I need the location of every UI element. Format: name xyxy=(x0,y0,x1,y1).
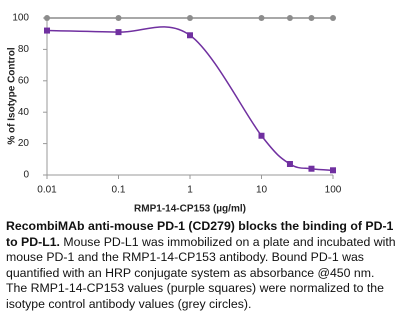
marker xyxy=(258,132,265,139)
caption-bold: RecombiMAb anti-mouse PD-1 (CD279) block… xyxy=(6,219,394,249)
x-tick-label: 0.01 xyxy=(37,185,57,196)
caption: RecombiMAb anti-mouse PD-1 (CD279) block… xyxy=(6,219,398,312)
y-tick-label: 20 xyxy=(18,138,30,149)
y-tick-label: 40 xyxy=(18,107,30,118)
marker xyxy=(258,15,265,21)
marker xyxy=(187,32,193,39)
marker xyxy=(330,167,336,174)
marker xyxy=(308,15,315,21)
x-tick-label: 0.1 xyxy=(112,185,126,196)
chart: RMP1-14-CP153 (µg/ml) % of Isotype Contr… xyxy=(7,13,342,215)
x-tick-label: 1 xyxy=(187,185,193,196)
marker xyxy=(308,165,315,172)
marker xyxy=(44,27,50,34)
y-axis-label: % of Isotype Control xyxy=(7,47,18,144)
y-tick-label: 80 xyxy=(18,44,30,55)
y-tick-label: 60 xyxy=(18,75,30,86)
marker xyxy=(115,29,122,36)
x-tick-label: 100 xyxy=(325,185,342,196)
marker xyxy=(187,15,193,21)
marker xyxy=(115,15,122,21)
x-tick-label: 10 xyxy=(256,185,268,196)
series-line xyxy=(46,26,334,172)
x-axis-label: RMP1-14-CP153 (µg/ml) xyxy=(134,204,246,215)
marker xyxy=(286,161,293,168)
marker xyxy=(44,15,50,21)
marker xyxy=(286,15,293,21)
caption-text: Mouse PD-L1 was immobilized on a plate a… xyxy=(6,234,396,311)
y-tick-label: 100 xyxy=(12,13,29,24)
marker xyxy=(330,15,336,21)
y-tick-label: 0 xyxy=(23,170,29,181)
